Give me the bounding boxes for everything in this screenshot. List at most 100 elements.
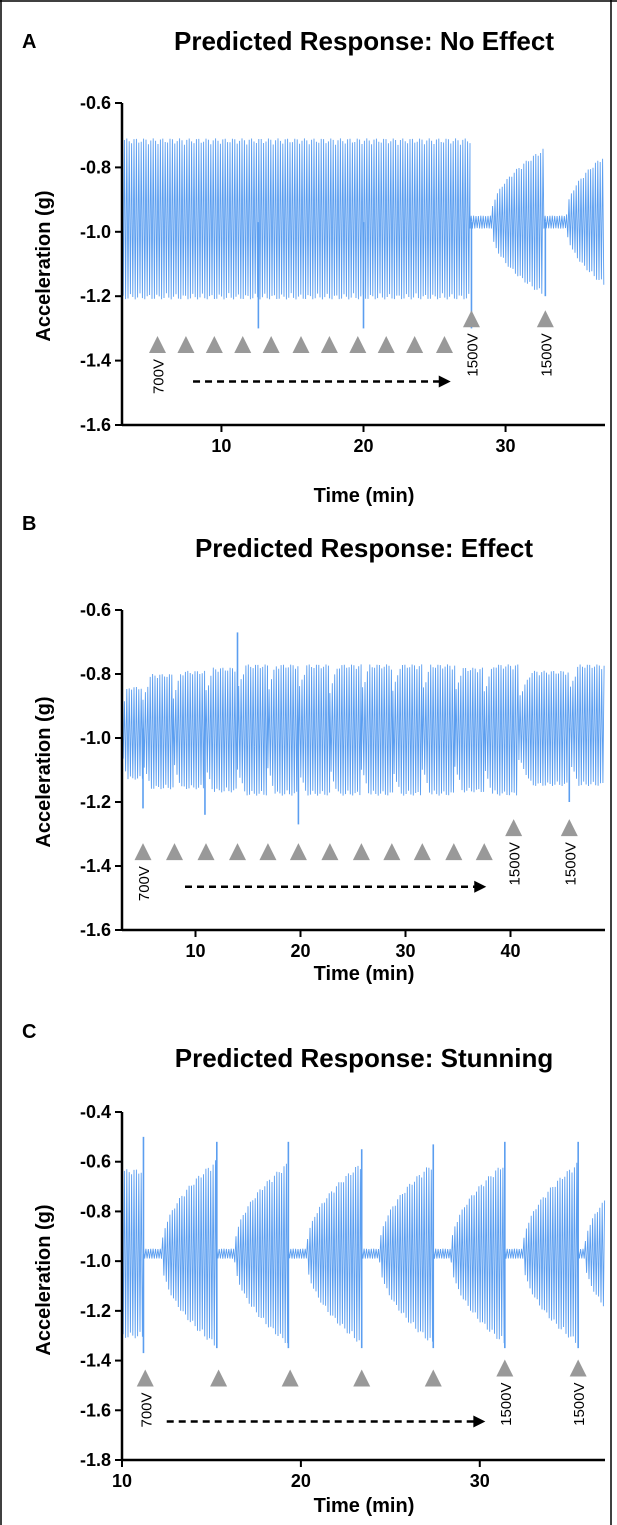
stimulus-marker bbox=[377, 336, 395, 353]
voltage-label: 700V bbox=[151, 359, 168, 394]
stimulus-marker bbox=[496, 1359, 514, 1377]
stimulus-marker bbox=[281, 1369, 299, 1387]
series-trace bbox=[121, 138, 605, 300]
stimulus-marker bbox=[197, 843, 215, 861]
y-tick-label: -1.6 bbox=[80, 415, 111, 435]
stimulus-marker bbox=[435, 336, 453, 353]
x-tick-label: 30 bbox=[470, 1471, 490, 1491]
panel-c: C Predicted Response: Stunning Accelerat… bbox=[22, 1021, 606, 1517]
y-tick-label: -1.4 bbox=[80, 856, 111, 876]
stimulus-marker bbox=[320, 336, 338, 353]
y-tick-label: -1.4 bbox=[80, 1351, 111, 1371]
voltage-label: 700V bbox=[138, 1392, 155, 1427]
y-tick-label: -0.6 bbox=[80, 93, 111, 113]
stimulus-marker bbox=[234, 336, 252, 353]
axes: -0.6 -0.8 -1.0 -1.2 -1.4 -1.6 10 20 30 40 bbox=[80, 600, 605, 961]
voltage-label: 1500V bbox=[464, 333, 481, 376]
stimulus-marker bbox=[210, 1369, 228, 1387]
panel-letter: C bbox=[22, 1021, 36, 1043]
arrow-head bbox=[438, 375, 451, 388]
x-axis-label: Time (min) bbox=[314, 963, 415, 985]
y-tick-label: -1.8 bbox=[80, 1450, 111, 1470]
stimulus-marker bbox=[292, 336, 310, 353]
x-tick-label: 20 bbox=[353, 436, 373, 456]
y-tick-label: -1.6 bbox=[80, 1400, 111, 1420]
panel-a: A Predicted Response: No Effect Accelera… bbox=[22, 26, 605, 507]
voltage-label: 1500V bbox=[562, 842, 579, 885]
series-trace bbox=[121, 1160, 606, 1348]
plot-area: 700V 1500V 1500V bbox=[121, 632, 605, 901]
series-trace bbox=[121, 664, 605, 796]
stimulus-marker bbox=[229, 843, 246, 861]
voltage-label: 1500V bbox=[507, 842, 524, 885]
stimulus-marker bbox=[353, 1369, 371, 1387]
voltage-label: 700V bbox=[136, 866, 153, 901]
stimulus-marker bbox=[424, 1369, 442, 1387]
panel-b: B Predicted Response: Effect Acceleratio… bbox=[22, 513, 605, 985]
y-tick-label: -0.8 bbox=[80, 1201, 111, 1221]
y-axis-label: Acceleration (g) bbox=[33, 1204, 55, 1355]
stimulus-marker bbox=[475, 843, 493, 861]
y-tick-label: -1.2 bbox=[80, 1301, 111, 1321]
x-axis-label: Time (min) bbox=[314, 485, 415, 507]
stimulus-marker bbox=[413, 843, 431, 861]
stimulus-marker bbox=[134, 843, 152, 861]
panel-letter: A bbox=[22, 31, 36, 53]
x-tick-label: 10 bbox=[112, 1471, 132, 1491]
x-tick-label: 20 bbox=[290, 941, 310, 961]
x-axis-label: Time (min) bbox=[314, 1495, 415, 1517]
x-tick-label: 30 bbox=[395, 941, 415, 961]
y-tick-label: -1.6 bbox=[80, 920, 111, 940]
y-tick-label: -0.4 bbox=[80, 1102, 111, 1122]
stimulus-marker bbox=[205, 336, 223, 353]
voltage-label: 1500V bbox=[498, 1383, 515, 1426]
stimulus-marker bbox=[383, 843, 401, 861]
x-tick-label: 20 bbox=[291, 1471, 311, 1491]
y-tick-label: -0.8 bbox=[80, 157, 111, 177]
x-tick-label: 40 bbox=[500, 941, 520, 961]
stimulus-marker bbox=[536, 310, 554, 328]
x-tick-label: 10 bbox=[185, 941, 205, 961]
y-tick-label: -1.0 bbox=[80, 728, 111, 748]
chart-title: Predicted Response: Stunning bbox=[175, 1043, 554, 1073]
axes: -0.6 -0.8 -1.0 -1.2 -1.4 -1.6 10 20 30 bbox=[80, 93, 605, 456]
y-tick-label: -1.2 bbox=[80, 286, 111, 306]
y-tick-label: -1.4 bbox=[80, 351, 111, 371]
stimulus-marker bbox=[149, 336, 167, 353]
stimulus-marker bbox=[289, 843, 307, 861]
panel-letter: B bbox=[22, 513, 36, 535]
y-tick-label: -1.0 bbox=[80, 1251, 111, 1271]
stimulus-marker bbox=[262, 336, 280, 353]
y-tick-label: -1.0 bbox=[80, 222, 111, 242]
y-tick-label: -1.2 bbox=[80, 792, 111, 812]
chart-title: Predicted Response: No Effect bbox=[174, 26, 554, 56]
plot-area: 700V 1500V 1500V bbox=[121, 138, 605, 394]
stimulus-marker bbox=[166, 843, 183, 861]
y-tick-label: -0.6 bbox=[80, 600, 111, 620]
stimulus-marker bbox=[445, 843, 463, 861]
voltage-label: 1500V bbox=[571, 1383, 588, 1426]
stimulus-marker bbox=[177, 336, 195, 353]
stimulus-marker bbox=[321, 843, 339, 861]
voltage-label: 1500V bbox=[538, 333, 555, 376]
arrow-head bbox=[473, 1415, 486, 1428]
y-axis-label: Acceleration (g) bbox=[33, 190, 55, 341]
plot-area: 700V 1500V 1500V bbox=[121, 1136, 606, 1428]
stimulus-marker bbox=[352, 843, 370, 861]
x-tick-label: 30 bbox=[496, 436, 516, 456]
y-axis-label: Acceleration (g) bbox=[33, 696, 55, 847]
x-tick-label: 10 bbox=[211, 436, 231, 456]
stimulus-marker bbox=[462, 310, 480, 328]
y-tick-label: -0.8 bbox=[80, 664, 111, 684]
y-tick-label: -0.6 bbox=[80, 1152, 111, 1172]
stimulus-marker bbox=[349, 336, 367, 353]
stimulus-marker bbox=[136, 1369, 154, 1387]
axes: -0.4 -0.6 -0.8 -1.0 -1.2 -1.4 -1.6 -1.810 20 30 bbox=[80, 1102, 605, 1491]
stimulus-marker bbox=[569, 1359, 587, 1377]
chart-title: Predicted Response: Effect bbox=[195, 533, 533, 563]
stimulus-marker bbox=[505, 819, 523, 837]
stimulus-marker bbox=[560, 819, 578, 837]
arrow-head bbox=[474, 880, 487, 893]
stimulus-marker bbox=[259, 843, 277, 861]
